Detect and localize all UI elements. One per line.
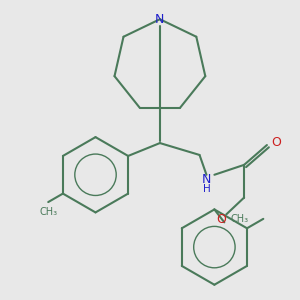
Text: O: O bbox=[271, 136, 281, 148]
Text: CH₃: CH₃ bbox=[230, 214, 248, 224]
Text: O: O bbox=[216, 213, 226, 226]
Text: CH₃: CH₃ bbox=[39, 207, 57, 217]
Text: N: N bbox=[155, 13, 165, 26]
Text: N: N bbox=[202, 173, 211, 186]
Text: H: H bbox=[202, 184, 210, 194]
